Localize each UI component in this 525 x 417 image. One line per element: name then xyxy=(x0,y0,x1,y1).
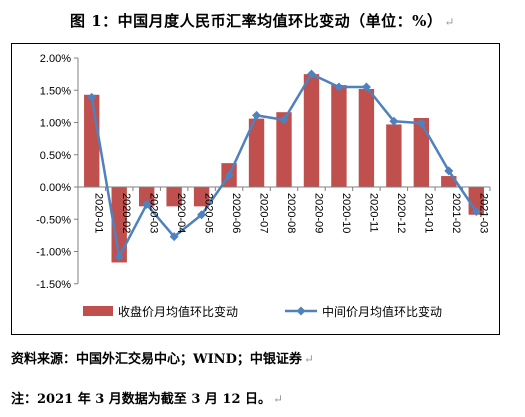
source-note-text: 资料来源：中国外汇交易中心；WIND；中银证券 xyxy=(11,352,302,367)
chart-title: 图 1：中国月度人民币汇率均值环比变动（单位：%） ↵ xyxy=(0,10,525,31)
line-point-2020-09 xyxy=(306,69,316,79)
bar-2020-05 xyxy=(193,187,210,207)
footnote: 注：2021 年 3 月数据为截至 3 月 12 日。 ↵ xyxy=(11,388,283,407)
x-tick-label: 2020-03 xyxy=(148,193,160,233)
y-tick-label: 1.50% xyxy=(40,85,71,97)
y-tick-label: 0.00% xyxy=(40,182,71,194)
legend-label-bar: 收盘价月均值环比变动 xyxy=(118,304,238,319)
line-point-2020-03 xyxy=(142,199,152,209)
x-tick-label: 2021-03 xyxy=(477,193,489,233)
source-note: 资料来源：中国外汇交易中心；WIND；中银证券 ↵ xyxy=(11,348,314,367)
paragraph-mark: ↵ xyxy=(303,352,314,366)
x-tick-label: 2021-01 xyxy=(422,193,434,233)
x-tick-label: 2020-04 xyxy=(175,193,187,233)
x-tick-label: 2020-07 xyxy=(258,193,270,233)
bar-2020-10 xyxy=(331,85,347,187)
line-point-2020-04 xyxy=(169,232,179,242)
paragraph-mark: ↵ xyxy=(444,15,455,29)
chart-title-text: 图 1：中国月度人民币汇率均值环比变动（单位：%） xyxy=(70,12,443,30)
bar-2020-03 xyxy=(138,187,155,207)
line-point-2020-06 xyxy=(224,170,234,180)
x-tick-label: 2020-11 xyxy=(367,193,379,233)
legend-label-line: 中间价月均值环比变动 xyxy=(322,304,442,319)
bar-2020-12 xyxy=(386,124,402,187)
x-tick-label: 2020-08 xyxy=(285,193,297,233)
y-tick-label: 1.00% xyxy=(40,118,71,130)
y-tick-label: -1.00% xyxy=(36,247,71,259)
x-tick-label: 2020-10 xyxy=(340,193,352,233)
chart-frame: 2.00% 1.50% 1.00% 0.50% 0.00% -0.50% -1.00% -1.… xyxy=(11,43,500,335)
x-tick-label: 2020-02 xyxy=(120,193,132,233)
x-tick-label: 2020-06 xyxy=(230,193,242,233)
bar-2020-02 xyxy=(111,187,127,263)
line-point-2021-01 xyxy=(416,118,426,128)
line-point-2020-05 xyxy=(197,210,207,220)
line-point-2020-08 xyxy=(279,115,289,125)
line-point-2020-07 xyxy=(252,110,262,120)
bar-2021-01 xyxy=(413,117,430,187)
x-tick-label: 2020-12 xyxy=(395,193,407,233)
chart-svg: 2.00% 1.50% 1.00% 0.50% 0.00% -0.50% -1.00% -1.… xyxy=(36,53,491,319)
y-tick-label: -0.50% xyxy=(36,214,71,226)
x-tick-label: 2021-02 xyxy=(450,193,462,233)
y-tick-label: -1.50% xyxy=(36,279,71,291)
y-tick-label: 0.50% xyxy=(40,150,71,162)
bar-2020-01 xyxy=(84,94,100,187)
legend-swatch-bar xyxy=(83,306,113,316)
line-point-2020-11 xyxy=(361,82,371,92)
line-point-2020-02 xyxy=(114,252,124,262)
line-point-2021-02 xyxy=(444,166,454,176)
line-point-2021-03 xyxy=(471,207,481,217)
line-point-2020-01 xyxy=(87,92,97,102)
y-tick-label: 2.00% xyxy=(40,53,71,65)
x-tick-label: 2020-01 xyxy=(93,193,105,233)
legend-swatch-marker xyxy=(296,306,306,316)
bar-2020-04 xyxy=(166,187,182,207)
x-tick-label: 2020-09 xyxy=(312,193,324,233)
footnote-text: 注：2021 年 3 月数据为截至 3 月 12 日。 xyxy=(11,392,272,407)
bar-2020-07 xyxy=(248,118,265,187)
paragraph-mark: ↵ xyxy=(273,392,284,406)
bar-2020-08 xyxy=(276,112,292,187)
line-point-2020-12 xyxy=(389,116,399,126)
bar-2020-11 xyxy=(358,88,375,187)
line-point-2020-10 xyxy=(334,82,344,92)
x-tick-label: 2020-05 xyxy=(203,193,215,233)
bar-2021-02 xyxy=(441,176,457,187)
bar-2020-09 xyxy=(303,74,320,187)
